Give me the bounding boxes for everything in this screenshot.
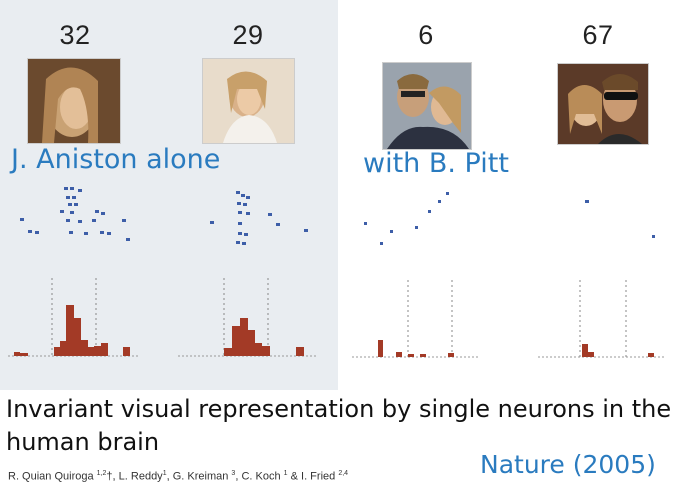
author-affiliation: 2,4	[338, 470, 349, 477]
neuron-raster-figure	[8, 187, 664, 358]
caption-aniston-alone: J. Aniston alone	[11, 144, 221, 175]
photo-aniston-2	[202, 58, 295, 144]
author-name: G. Kreiman	[172, 470, 229, 483]
raster-column-3	[364, 192, 449, 245]
photo-pitt-aniston-2	[557, 63, 649, 145]
author-affiliation: 3	[231, 470, 236, 477]
psth-column-2	[178, 278, 318, 357]
spike-count-3: 6	[418, 20, 434, 50]
author-affiliation: 1,2	[96, 470, 107, 477]
paper-title: Invariant visual representation by singl…	[6, 395, 672, 456]
psth-column-4	[538, 280, 664, 358]
journal-citation: Nature (2005)	[480, 450, 656, 479]
raster-column-1	[20, 187, 130, 241]
photo-aniston-1	[27, 58, 121, 144]
photo-pitt-aniston-1	[382, 62, 472, 150]
psth-column-1	[8, 278, 138, 357]
author-name: L. Reddy	[118, 470, 163, 483]
author-name: C. Koch	[241, 470, 281, 483]
raster-column-4	[585, 200, 655, 238]
author-name: R. Quian Quiroga	[8, 470, 94, 483]
raster-column-2	[210, 191, 308, 245]
spike-count-1: 32	[59, 20, 91, 50]
caption-with-pitt: with B. Pitt	[363, 148, 509, 179]
spike-count-4: 67	[582, 20, 614, 50]
spike-count-2: 29	[232, 20, 264, 50]
author-affiliation: 1	[162, 470, 167, 477]
author-list: R. Quian Quiroga 1,2†, L. Reddy1, G. Kre…	[8, 470, 349, 483]
author-name: I. Fried	[301, 470, 336, 483]
author-mark: †	[106, 470, 113, 483]
psth-column-3	[352, 280, 480, 358]
author-affiliation: 1	[283, 470, 288, 477]
